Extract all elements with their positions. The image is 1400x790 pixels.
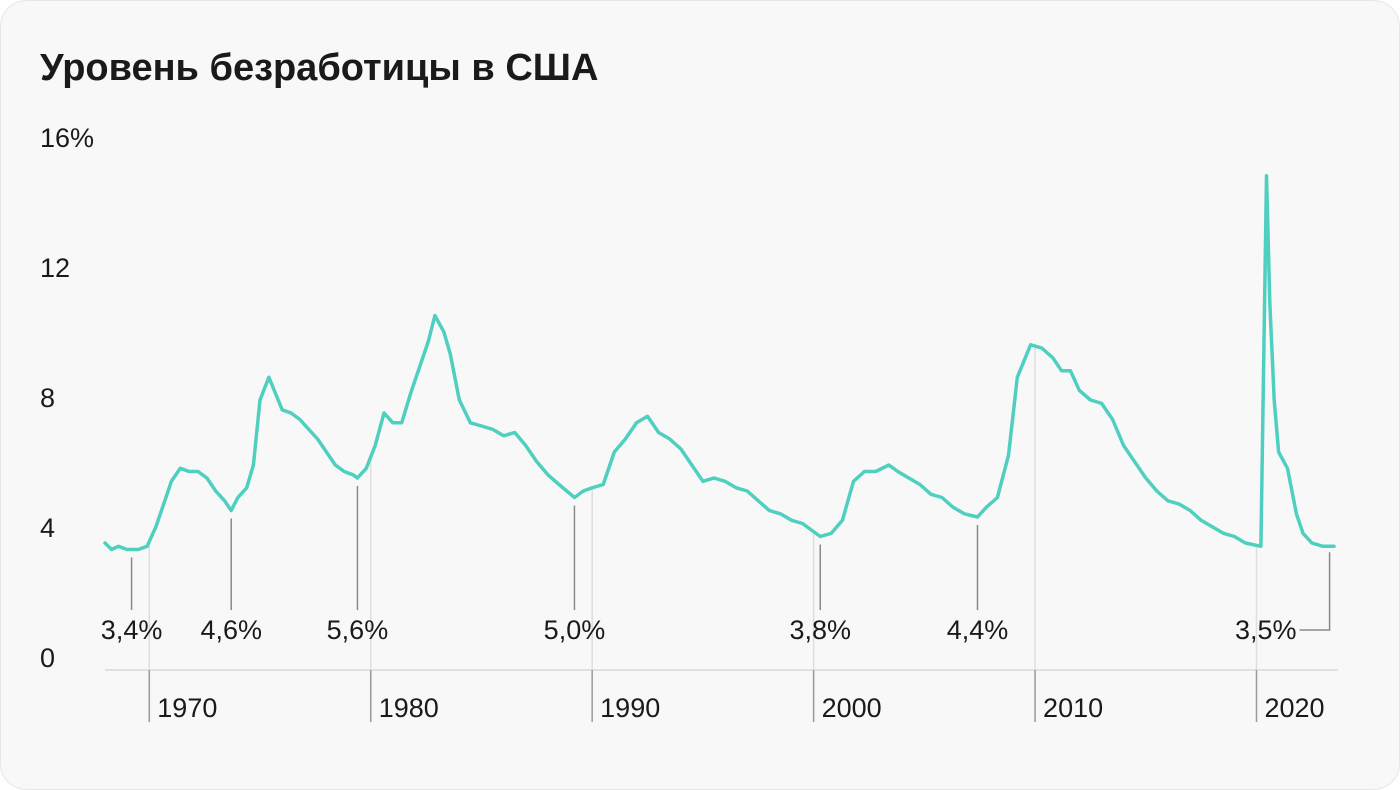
x-tick-label: 2010 (1043, 693, 1103, 723)
y-tick-label: 0 (40, 643, 55, 673)
annotation-label: 5,0% (544, 615, 606, 645)
data-line (103, 174, 1336, 552)
x-tick-label: 1990 (600, 693, 660, 723)
annotation-label: 3,4% (101, 615, 163, 645)
y-tick-label: 4 (40, 513, 55, 543)
annotation-label: 3,8% (789, 615, 851, 645)
x-tick-label: 2020 (1264, 693, 1324, 723)
chart-title: Уровень безработицы в США (40, 47, 598, 89)
y-tick-label: 16% (40, 123, 94, 153)
annotation-label: 5,6% (327, 615, 389, 645)
y-tick-label: 8 (40, 383, 55, 413)
x-tick-label: 1980 (379, 693, 439, 723)
y-tick-label: 12 (40, 253, 70, 283)
x-tick-label: 1970 (157, 693, 217, 723)
annotation-label: 3,5% (1235, 615, 1297, 645)
annotation-label: 4,4% (947, 615, 1009, 645)
annotation-line (1299, 552, 1331, 631)
annotation-label: 4,6% (200, 615, 262, 645)
x-tick-label: 2000 (822, 693, 882, 723)
